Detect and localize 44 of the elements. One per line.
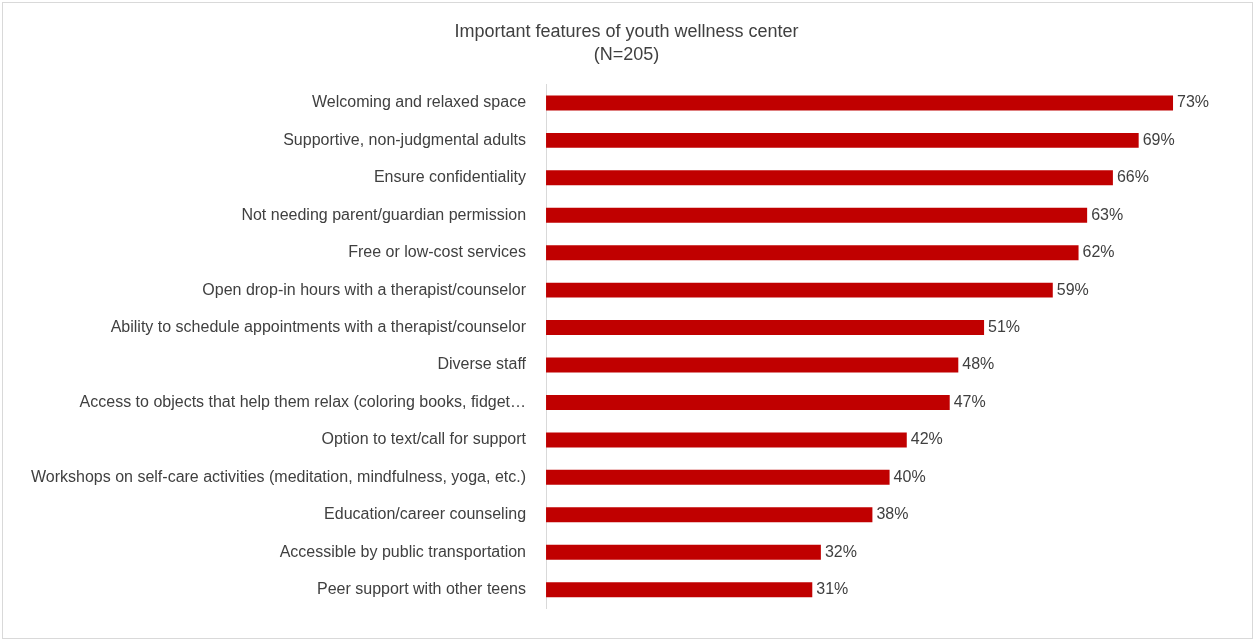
bar xyxy=(546,394,950,410)
data-label: 31% xyxy=(816,580,849,598)
bar xyxy=(546,544,821,560)
bar xyxy=(546,320,985,336)
bar xyxy=(546,95,1174,111)
data-label: 42% xyxy=(910,430,943,448)
bar xyxy=(546,245,1079,261)
y-tick-label: Supportive, non-judgmental adults xyxy=(283,130,527,148)
bar xyxy=(546,357,959,373)
y-tick-label: Diverse staff xyxy=(437,355,527,373)
data-label: 63% xyxy=(1091,205,1124,223)
bar xyxy=(546,132,1139,148)
data-label: 59% xyxy=(1056,280,1089,298)
data-label: 51% xyxy=(988,317,1021,335)
bar xyxy=(546,432,907,448)
data-label: 69% xyxy=(1142,130,1175,148)
bar xyxy=(546,469,890,485)
y-tick-label: Workshops on self-care activities (meditation, mindfulness, yoga, etc.) xyxy=(30,467,527,485)
bar xyxy=(546,582,813,598)
y-tick-label: Access to objects that help them relax (coloring books, fidget… xyxy=(79,392,527,410)
data-label: 38% xyxy=(876,505,909,523)
data-label: 62% xyxy=(1082,243,1115,261)
y-tick-label: Education/career counseling xyxy=(324,505,527,523)
bar xyxy=(546,170,1113,186)
data-label: 32% xyxy=(824,542,857,560)
bar xyxy=(546,507,873,523)
y-tick-label: Ability to schedule appointments with a therapist/counselor xyxy=(110,317,527,335)
data-label: 47% xyxy=(953,392,986,410)
y-tick-label: Accessible by public transportation xyxy=(279,542,527,560)
y-tick-label: Welcoming and relaxed space xyxy=(311,93,527,111)
y-tick-label: Ensure confidentiality xyxy=(373,168,527,186)
y-tick-label: Free or low-cost services xyxy=(348,243,527,261)
y-tick-label: Open drop-in hours with a therapist/counselor xyxy=(202,280,527,298)
y-tick-label: Not needing parent/guardian permission xyxy=(241,205,527,223)
bar xyxy=(546,207,1088,223)
chart-title: Important features of youth wellness center xyxy=(454,20,799,41)
bar xyxy=(546,282,1053,298)
data-label: 66% xyxy=(1116,168,1149,186)
y-tick-label: Option to text/call for support xyxy=(321,430,527,448)
y-tick-label: Peer support with other teens xyxy=(317,580,527,598)
data-label: 48% xyxy=(962,355,995,373)
data-label: 40% xyxy=(893,467,926,485)
chart-subtitle: (N=205) xyxy=(593,44,660,65)
data-label: 73% xyxy=(1177,93,1210,111)
